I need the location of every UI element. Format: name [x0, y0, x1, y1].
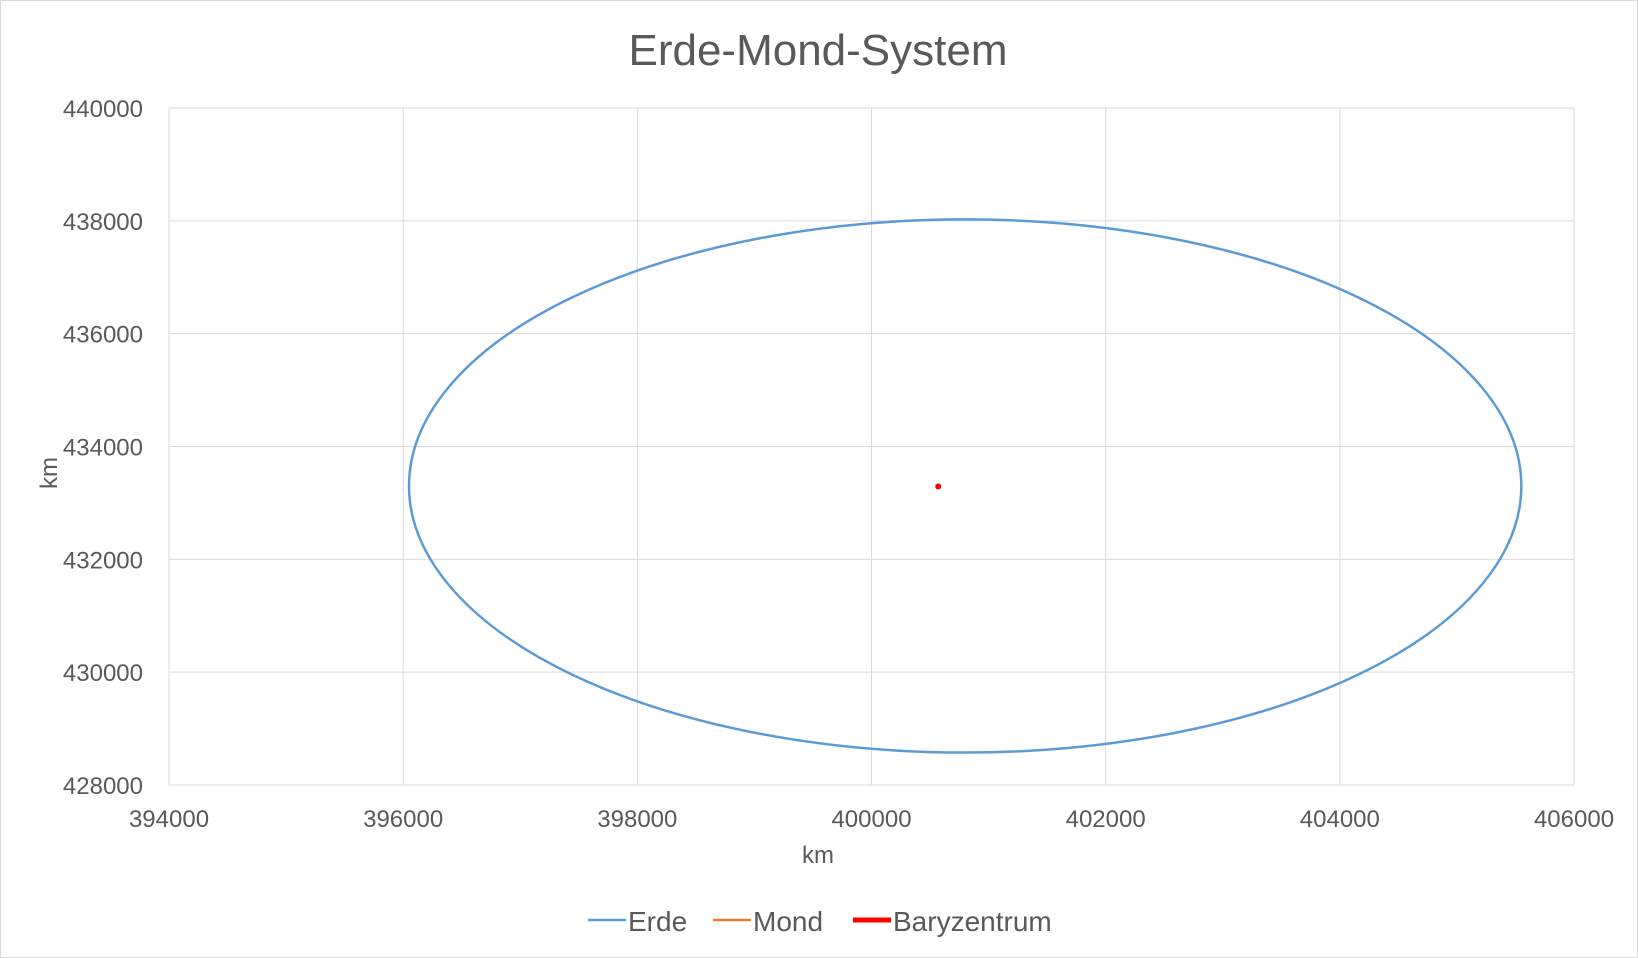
legend-label: Erde	[628, 906, 687, 937]
series-baryzentrum-point	[935, 483, 942, 490]
x-tick-label: 402000	[1066, 806, 1146, 833]
gridlines	[168, 107, 1575, 786]
x-tick-label: 398000	[597, 806, 677, 833]
x-tick-label: 394000	[129, 806, 209, 833]
y-tick-label: 438000	[63, 209, 143, 236]
legend-item-baryzentrum: Baryzentrum	[853, 906, 1052, 937]
legend: Erde Mond Baryzentrum	[588, 906, 1052, 937]
legend-label: Baryzentrum	[893, 906, 1052, 937]
x-tick-label: 400000	[831, 806, 911, 833]
y-tick-label: 428000	[63, 773, 143, 800]
chart-title: Erde-Mond-System	[628, 26, 1007, 75]
series-layer	[407, 218, 1523, 754]
x-tick-label: 406000	[1534, 806, 1614, 833]
x-tick-label: 404000	[1300, 806, 1380, 833]
y-tick-label: 440000	[63, 96, 143, 123]
legend-item-mond: Mond	[713, 906, 823, 937]
legend-item-erde: Erde	[588, 906, 687, 937]
y-tick-label: 432000	[63, 547, 143, 574]
legend-label: Mond	[753, 906, 823, 937]
y-tick-label: 434000	[63, 435, 143, 462]
x-axis-label: km	[802, 842, 834, 869]
tick-labels: 394000 396000 398000 400000 402000 404000 4060…	[63, 96, 1614, 833]
series-erde-orbit	[407, 218, 1523, 754]
y-tick-label: 436000	[63, 322, 143, 349]
x-tick-label: 396000	[363, 806, 443, 833]
y-axis-label: km	[36, 457, 63, 489]
y-tick-label: 430000	[63, 660, 143, 687]
